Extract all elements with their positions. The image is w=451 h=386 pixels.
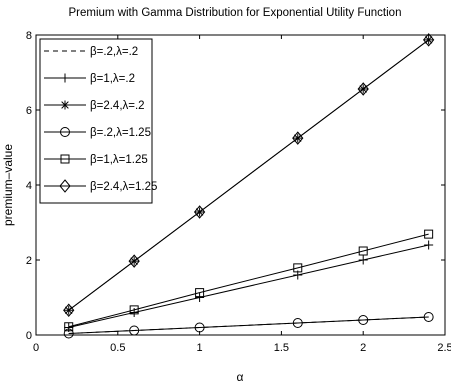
- legend-label-4: β=.2,λ=1.25: [90, 127, 151, 139]
- y-tick-label: 6: [26, 105, 32, 117]
- x-tick-label: 0: [33, 342, 39, 354]
- data-point-s4-5: [358, 315, 369, 325]
- data-point-s2-5: [358, 255, 368, 265]
- legend-label-3: β=2.4,λ=.2: [90, 100, 145, 112]
- marker-star-d2: [61, 101, 69, 109]
- y-tick-label: 4: [26, 180, 32, 192]
- marker-square: [64, 322, 74, 332]
- data-point-s6-5: [357, 82, 369, 96]
- x-tick-label: 1: [197, 342, 203, 354]
- chart-title: Premium with Gamma Distribution for Expo…: [69, 7, 402, 19]
- series-line-4: [68, 316, 429, 334]
- marker-square: [60, 154, 70, 164]
- marker-square: [424, 229, 434, 239]
- data-point-s5-1: [64, 322, 74, 332]
- data-point-s5-6: [424, 229, 434, 239]
- marker-square: [358, 246, 368, 256]
- data-point-s6-3: [193, 205, 206, 219]
- data-point-s2-6: [424, 240, 434, 250]
- marker-diamond: [422, 33, 435, 47]
- legend-marker-4: [60, 127, 70, 137]
- data-point-s2-3: [195, 293, 205, 302]
- x-tick-label: 2: [360, 342, 366, 354]
- legend-label-1: β=.2,λ=.2: [90, 46, 138, 58]
- marker-diamond: [63, 303, 75, 318]
- x-tick-label: 0.5: [110, 342, 125, 354]
- data-point-s5-5: [358, 246, 368, 256]
- marker-circle: [358, 315, 369, 325]
- data-point-s5-2: [129, 305, 139, 315]
- data-point-s4-3: [194, 322, 205, 333]
- data-point-s4-1: [63, 328, 74, 339]
- x-tick-label: 2.5: [437, 342, 451, 354]
- legend-label-2: β=1,λ=.2: [90, 73, 135, 85]
- legend-box: [39, 38, 153, 204]
- data-point-s6-2: [128, 254, 140, 268]
- marker-circle: [129, 325, 140, 336]
- marker-square: [195, 288, 205, 298]
- data-point-s6-4: [292, 131, 304, 145]
- series-group: [63, 33, 435, 339]
- series-line-5: [68, 233, 429, 328]
- series-line-6: [68, 39, 429, 311]
- axis-ticks: 0 0.5 1 1.5 2 2.5 0 2 4 6 8: [26, 30, 451, 354]
- data-point-s5-4: [293, 263, 303, 273]
- marker-circle: [423, 312, 434, 322]
- legend-marker-6: [59, 179, 71, 193]
- legend: β=.2,λ=.2 β=1,λ=.2 β=2.4,λ=.2 β=.2,λ=1.25 β=…: [39, 38, 157, 204]
- x-tick-label: 1.5: [274, 342, 289, 354]
- data-point-s6-1: [63, 303, 75, 318]
- marker-diamond: [128, 254, 140, 268]
- marker-diamond: [59, 179, 71, 193]
- marker-square: [129, 305, 139, 315]
- legend-marker-2: [60, 73, 70, 83]
- data-point-s4-2: [129, 325, 140, 336]
- series-line-2: [68, 244, 429, 328]
- marker-circle: [194, 322, 205, 333]
- y-tick-label: 8: [26, 30, 32, 42]
- data-point-s6-6: [422, 33, 435, 47]
- marker-circle: [63, 328, 74, 339]
- y-axis-label: premium–value: [1, 144, 15, 226]
- legend-marker-5: [60, 154, 70, 164]
- legend-label-5: β=1,λ=1.25: [90, 154, 148, 166]
- y-tick-label: 0: [26, 330, 32, 342]
- data-point-s4-6: [423, 312, 434, 322]
- marker-diamond: [357, 82, 369, 96]
- marker-circle: [292, 318, 303, 328]
- data-point-s5-3: [195, 288, 205, 298]
- legend-marker-3: [60, 100, 70, 110]
- marker-square: [293, 263, 303, 273]
- x-axis-label: α: [237, 370, 244, 384]
- data-point-s4-4: [292, 318, 303, 328]
- marker-diamond: [193, 205, 206, 219]
- legend-label-6: β=2.4,λ=1.25: [90, 181, 157, 193]
- y-tick-label: 2: [26, 255, 32, 267]
- marker-diamond: [292, 131, 304, 145]
- marker-circle: [60, 127, 70, 137]
